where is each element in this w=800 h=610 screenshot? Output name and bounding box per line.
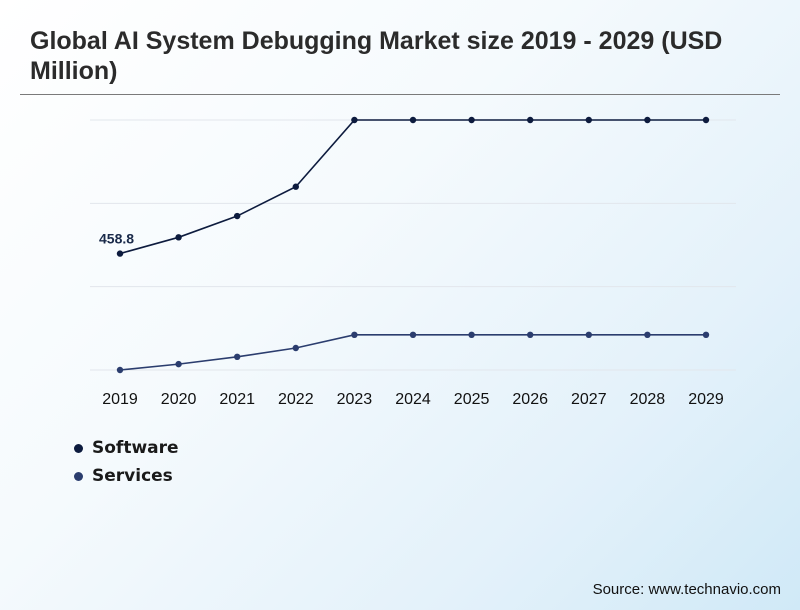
legend-label-services: Services — [92, 466, 173, 486]
data-point-software — [351, 116, 358, 124]
data-point-software — [292, 183, 299, 190]
data-point-services — [351, 331, 358, 339]
data-point-services — [527, 331, 534, 339]
x-tick-label: 2021 — [219, 391, 255, 408]
data-point-services — [644, 331, 651, 339]
source-note: Source: www.technavio.com — [592, 581, 781, 598]
data-point-services — [409, 331, 417, 339]
data-point-software — [409, 116, 417, 124]
x-tick-label: 2029 — [688, 391, 724, 408]
x-tick-label: 2023 — [337, 391, 373, 408]
legend-item-services: Services — [74, 462, 179, 490]
data-point-services — [468, 331, 475, 339]
data-point-services — [292, 344, 299, 352]
legend: Software Services — [74, 434, 179, 490]
data-point-software — [702, 116, 710, 124]
data-point-software — [527, 116, 534, 124]
data-point-services — [175, 360, 182, 368]
legend-marker-software — [74, 443, 83, 453]
chart-title: Global AI System Debugging Market size 2… — [30, 27, 723, 85]
data-point-software — [116, 250, 124, 257]
data-point-services — [234, 353, 241, 361]
x-tick-label: 2028 — [630, 391, 666, 408]
legend-item-software: Software — [74, 434, 179, 462]
x-tick-label: 2022 — [278, 391, 314, 408]
x-tick-label: 2027 — [571, 391, 607, 408]
data-point-services — [585, 331, 592, 339]
title-divider — [20, 94, 780, 95]
data-point-services — [702, 331, 710, 339]
data-point-software — [644, 116, 651, 124]
data-point-software — [234, 212, 241, 220]
legend-marker-services — [74, 471, 83, 481]
x-tick-label: 2024 — [395, 391, 431, 408]
series-line-services — [119, 334, 706, 371]
data-point-software — [585, 116, 592, 124]
x-tick-label: 2025 — [454, 391, 490, 408]
x-tick-label: 2026 — [512, 391, 548, 408]
data-point-software — [468, 116, 475, 124]
legend-label-software: Software — [92, 438, 179, 458]
data-point-services — [116, 366, 124, 374]
series-line-software — [119, 119, 706, 255]
data-label: 458.8 — [99, 231, 134, 247]
x-tick-label: 2019 — [102, 391, 138, 408]
data-point-software — [175, 234, 182, 241]
x-tick-label: 2020 — [161, 391, 197, 408]
